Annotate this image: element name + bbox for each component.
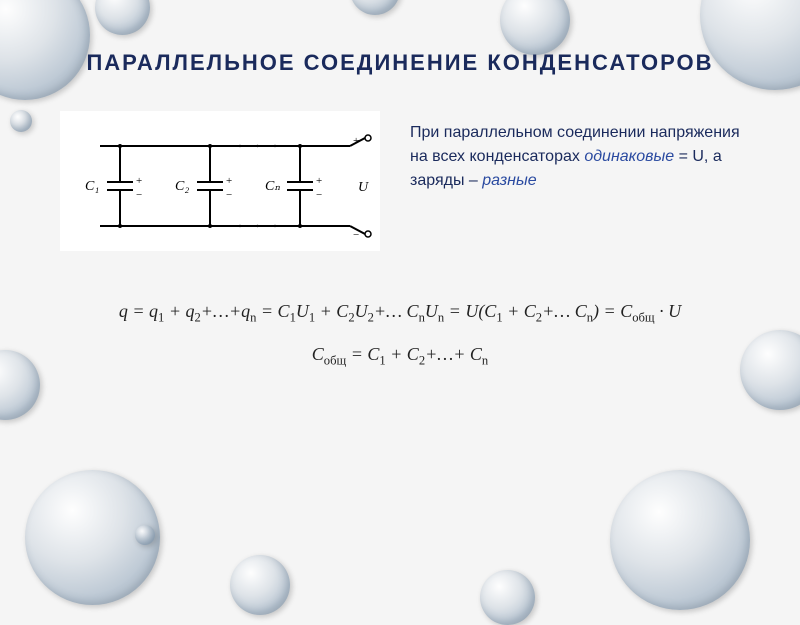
svg-text:−: − [136,189,142,201]
svg-text:Cₙ: Cₙ [265,179,280,194]
desc-italic1: одинаковые [584,148,674,165]
svg-text:U: U [358,180,369,195]
svg-text:−: − [353,229,359,241]
formula-capacitance: Cобщ = C1 + C2+…+ Cn [60,344,740,369]
svg-text:+: + [316,175,322,187]
svg-text:+: + [353,135,359,147]
svg-text:C₁: C₁ [85,179,99,194]
svg-text:−: − [316,189,322,201]
description-text: При параллельном соединении напряжения н… [410,111,740,193]
circuit-diagram: + − U C₁ + − C₂ + − Cₙ + − [60,111,380,251]
svg-text:−: − [226,189,232,201]
content-row: + − U C₁ + − C₂ + − Cₙ + − При параллельном соедине… [60,111,740,251]
page-title: ПАРАЛЛЕЛЬНОЕ СОЕДИНЕНИЕ КОНДЕНСАТОРОВ [60,50,740,76]
formula-charge: q = q1 + q2+…+qn = C1U1 + C2U2+… CnUn = … [60,301,740,326]
circuit-svg: + − U C₁ + − C₂ + − Cₙ + − [70,121,390,261]
desc-italic2: разные [482,172,536,189]
slide-content: ПАРАЛЛЕЛЬНОЕ СОЕДИНЕНИЕ КОНДЕНСАТОРОВ + −… [0,0,800,600]
svg-text:C₂: C₂ [175,179,189,194]
svg-text:+: + [226,175,232,187]
svg-text:+: + [136,175,142,187]
